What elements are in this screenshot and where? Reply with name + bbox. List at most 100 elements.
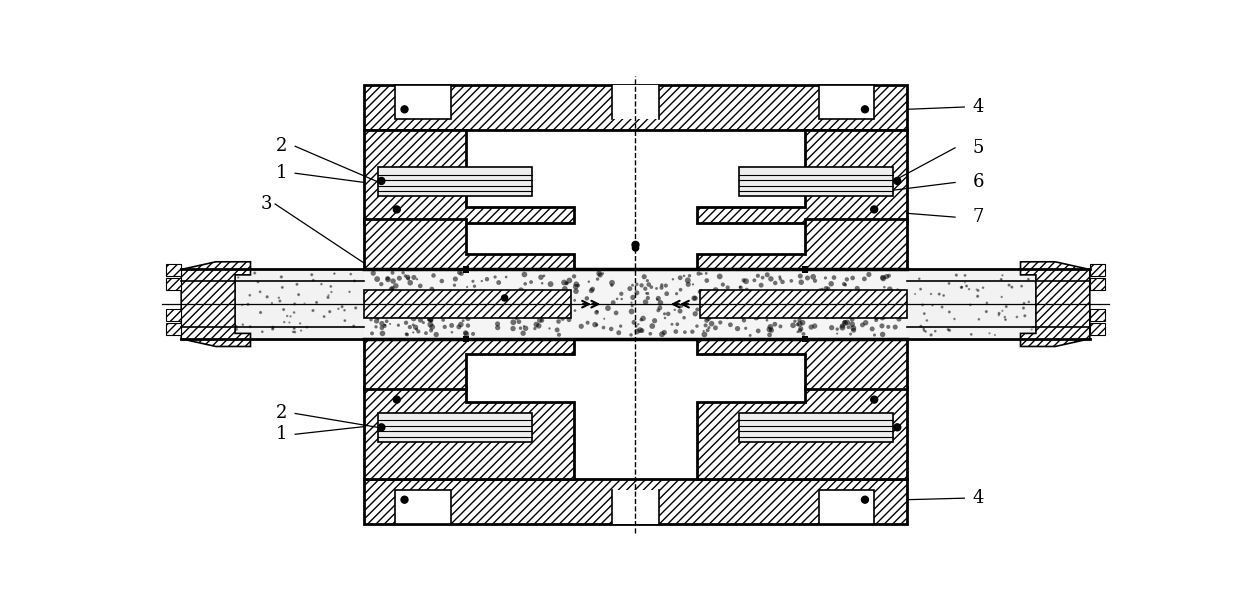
Point: [1034, 320, 1054, 329]
Point: [253, 327, 273, 336]
Point: [532, 292, 552, 302]
Point: [730, 288, 750, 298]
Point: [914, 326, 934, 335]
Point: [707, 301, 727, 311]
Point: [228, 273, 248, 282]
Text: 4: 4: [972, 98, 983, 116]
Point: [790, 319, 810, 329]
Point: [221, 320, 241, 330]
Point: [696, 296, 715, 306]
Point: [885, 309, 905, 318]
Point: [837, 318, 857, 327]
Point: [764, 302, 784, 312]
Point: [521, 307, 541, 317]
Point: [511, 285, 531, 295]
Point: [985, 330, 1004, 340]
Circle shape: [894, 424, 900, 431]
Point: [885, 296, 905, 306]
Point: [285, 299, 305, 309]
Bar: [1090, 323, 1105, 335]
Point: [420, 315, 440, 324]
Point: [836, 280, 856, 289]
Point: [1038, 301, 1058, 311]
Point: [709, 271, 729, 281]
Point: [645, 316, 665, 326]
Point: [827, 324, 847, 334]
Point: [686, 294, 706, 303]
Point: [554, 284, 574, 294]
Point: [1024, 270, 1044, 279]
Point: [381, 305, 401, 314]
Point: [371, 289, 391, 299]
Point: [913, 300, 932, 310]
Point: [735, 323, 755, 333]
Point: [711, 295, 730, 305]
Text: 5: 5: [972, 139, 983, 157]
Point: [529, 315, 549, 325]
Point: [427, 330, 446, 339]
Point: [988, 311, 1008, 320]
Point: [939, 279, 959, 288]
Point: [718, 313, 738, 323]
Point: [703, 303, 723, 313]
Polygon shape: [365, 130, 574, 223]
Point: [761, 326, 781, 335]
Point: [582, 286, 601, 295]
Point: [781, 276, 801, 286]
Point: [992, 292, 1012, 302]
Point: [728, 324, 748, 333]
Point: [624, 318, 644, 327]
Point: [568, 280, 588, 290]
Point: [329, 304, 348, 314]
Text: 2: 2: [275, 137, 286, 156]
Polygon shape: [365, 387, 574, 479]
Bar: [377, 167, 532, 197]
Point: [873, 273, 893, 282]
Polygon shape: [365, 219, 574, 270]
Point: [241, 322, 260, 332]
Point: [381, 319, 401, 329]
Point: [822, 312, 842, 322]
Point: [724, 303, 744, 312]
Point: [392, 310, 412, 320]
Point: [749, 311, 769, 321]
Point: [403, 327, 423, 337]
Point: [496, 272, 516, 282]
Point: [365, 289, 384, 298]
Point: [413, 298, 433, 308]
Point: [410, 315, 430, 325]
Point: [311, 279, 331, 289]
Point: [853, 320, 873, 330]
Point: [180, 312, 200, 321]
Point: [877, 300, 897, 309]
Point: [694, 310, 714, 320]
Point: [319, 291, 339, 300]
Point: [567, 279, 587, 289]
Point: [289, 290, 309, 300]
Point: [485, 290, 505, 300]
Text: 3: 3: [260, 195, 272, 213]
Point: [774, 306, 794, 315]
Point: [413, 318, 433, 327]
Point: [515, 270, 534, 279]
Bar: [166, 264, 181, 276]
Point: [734, 308, 754, 318]
Point: [567, 286, 587, 296]
Point: [730, 282, 750, 292]
Point: [401, 322, 420, 332]
Point: [761, 274, 781, 283]
Point: [557, 299, 577, 309]
Point: [873, 330, 893, 339]
Point: [367, 274, 387, 284]
Point: [655, 327, 675, 337]
Point: [637, 293, 657, 303]
Point: [250, 287, 270, 297]
Point: [541, 279, 560, 289]
Point: [546, 291, 565, 300]
Point: [889, 314, 909, 324]
Point: [1070, 305, 1090, 314]
Point: [558, 299, 578, 309]
Point: [377, 317, 397, 326]
Point: [1065, 291, 1085, 300]
Bar: [1090, 278, 1105, 290]
